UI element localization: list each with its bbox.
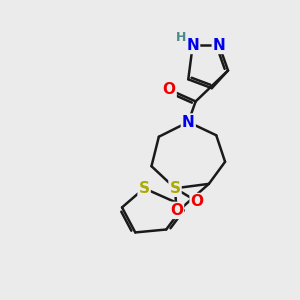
Text: S: S [139,181,150,196]
Text: H: H [176,31,186,44]
Text: O: O [170,203,183,218]
Text: O: O [163,82,176,97]
Text: N: N [186,38,199,53]
Text: N: N [182,115,195,130]
Text: N: N [213,38,226,53]
Text: O: O [190,194,204,209]
Text: S: S [169,181,181,196]
